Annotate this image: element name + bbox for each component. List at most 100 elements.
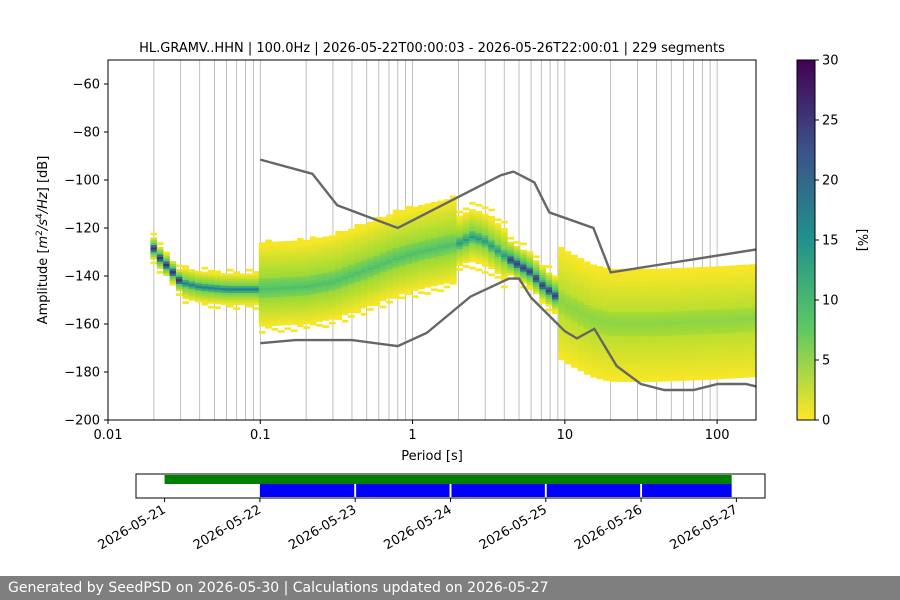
density-cell [399,279,406,283]
density-cell [271,282,279,286]
density-cell [641,307,648,310]
density-cell [277,262,285,266]
density-cell [673,316,680,319]
density-cell [558,352,566,356]
density-cell [736,368,744,371]
density-cell [577,358,585,362]
density-cell [717,273,725,277]
density-cell [322,308,330,312]
density-cell [724,280,731,283]
density-cell [654,314,661,318]
density-cell [233,271,240,274]
density-cell [609,369,617,373]
density-cell [290,262,298,265]
density-cell [488,230,495,234]
timeline-tick-label: 2026-05-24 [382,502,455,553]
density-cell [373,257,381,261]
density-cell [520,280,527,284]
density-cell [717,302,725,305]
density-cell [303,278,311,282]
density-cell [360,303,368,307]
density-cell [577,277,585,281]
density-cell [685,274,693,278]
density-cell [201,302,209,306]
density-cell [749,324,756,327]
density-cell [405,208,413,212]
density-cell [354,238,362,242]
density-cell [220,292,228,296]
density-cell [615,326,623,330]
density-cell [596,282,604,286]
density-cell [603,270,610,273]
density-cell [399,219,406,223]
density-cell [596,323,604,327]
density-cell [481,227,489,231]
density-cell [736,305,744,309]
density-cell [424,270,432,274]
density-cell [156,251,164,255]
colorbar-tick-label: 0 [822,414,830,429]
density-cell [411,259,419,263]
density-cell [373,296,381,299]
density-cell [717,342,725,346]
density-cell [341,264,349,268]
density-cell [615,314,623,318]
density-cell [456,234,464,238]
density-cell [379,236,387,239]
density-cell [341,269,349,273]
density-cell [405,232,413,236]
density-cell [405,270,413,274]
density-cell [558,354,566,358]
density-cell [367,226,374,230]
density-cell [647,348,655,351]
density-cell [705,314,712,318]
density-cell [494,266,502,270]
density-cell [418,281,425,285]
density-cell [297,285,304,289]
density-cell [692,312,699,316]
density-cell [297,293,304,296]
density-cell [271,328,279,331]
density-cell [660,371,668,375]
density-cell [341,245,349,249]
density-cell [583,367,591,370]
density-cell [698,295,706,299]
density-cell [577,274,585,278]
density-cell [628,271,636,274]
density-cell [558,278,566,281]
density-cell [265,292,272,296]
density-cell [673,376,680,379]
density-cell [590,295,597,299]
density-cell [603,325,610,328]
density-cell [615,328,623,332]
density-cell [654,326,661,330]
density-cell [583,285,591,289]
density-cell [443,244,451,248]
density-cell [182,286,189,290]
density-cell [316,280,323,284]
density-cell [297,307,304,311]
density-cell [443,216,451,219]
density-cell [596,316,604,320]
density-cell [399,210,406,213]
density-cell [564,328,572,331]
density-cell [634,324,642,327]
density-cell [430,257,438,260]
density-cell [373,248,381,251]
density-cell [749,350,756,354]
density-cell [456,229,464,233]
density-cell [195,278,202,281]
density-cell [322,313,330,316]
density-cell [443,273,451,277]
density-cell [322,291,330,295]
density-cell [698,358,706,361]
density-cell [258,304,266,308]
density-cell [641,319,648,322]
density-cell [711,343,719,347]
colorbar-tick-label: 15 [822,234,839,249]
density-cell [424,224,432,228]
density-cell [284,262,291,266]
density-cell [698,274,706,277]
density-cell [354,267,362,270]
density-cell [322,265,330,268]
